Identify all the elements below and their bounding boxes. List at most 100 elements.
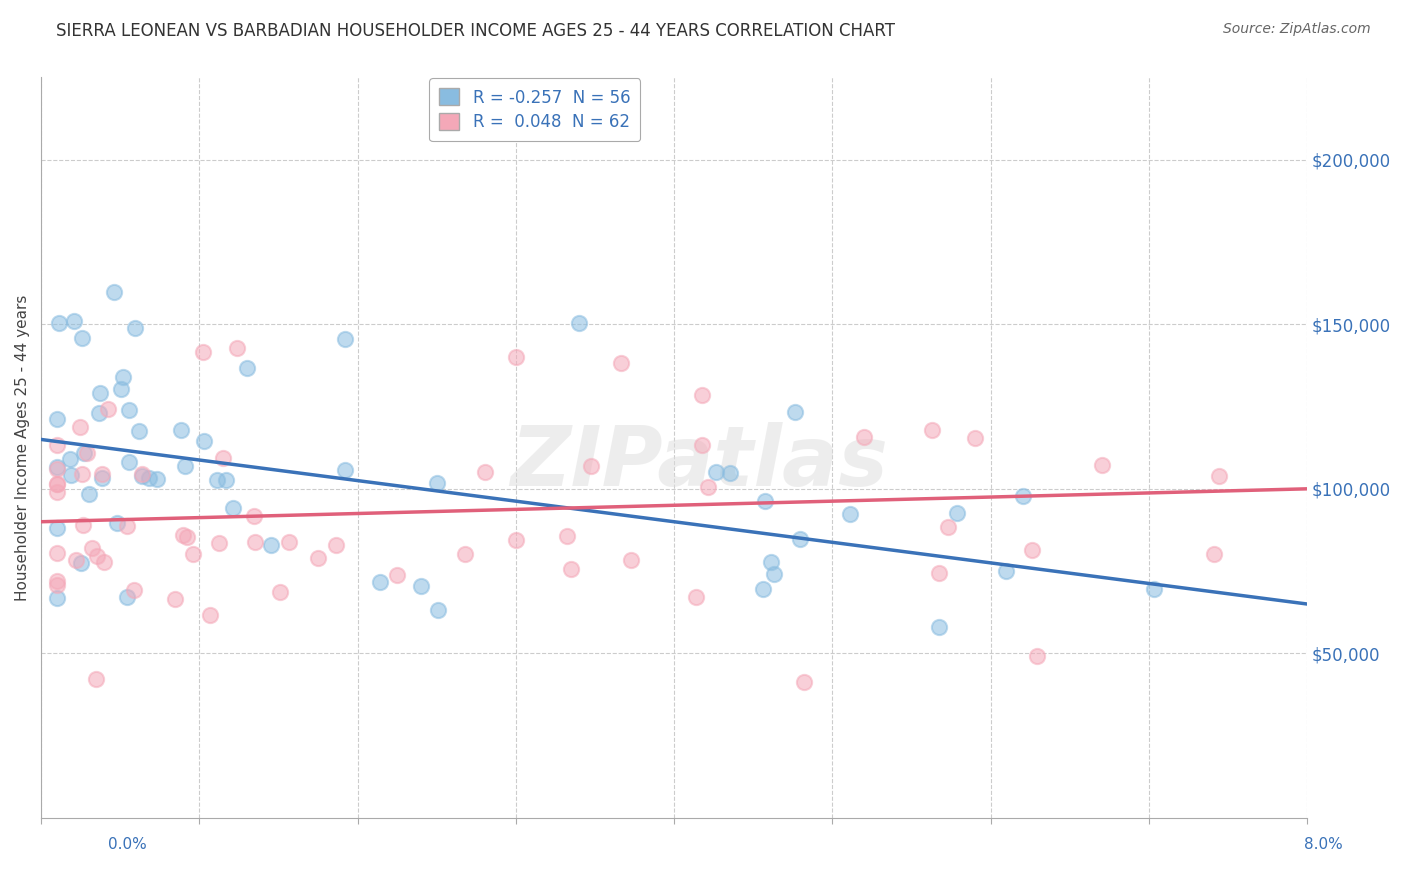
Point xyxy=(90,471,112,485)
Point xyxy=(426,475,449,490)
Point xyxy=(103,285,125,299)
Point xyxy=(333,463,356,477)
Point xyxy=(48,317,70,331)
Point xyxy=(105,516,128,530)
Point xyxy=(212,451,235,466)
Point xyxy=(115,519,138,533)
Point xyxy=(72,518,94,533)
Point xyxy=(325,538,347,552)
Point xyxy=(110,382,132,396)
Point xyxy=(70,331,93,345)
Point xyxy=(1021,542,1043,557)
Legend: R = -0.257  N = 56, R =  0.048  N = 62: R = -0.257 N = 56, R = 0.048 N = 62 xyxy=(429,78,640,141)
Point xyxy=(170,423,193,437)
Point xyxy=(474,465,496,479)
Point xyxy=(131,467,153,481)
Point xyxy=(236,361,259,376)
Point xyxy=(245,535,267,549)
Point xyxy=(131,468,153,483)
Point xyxy=(65,553,87,567)
Text: 8.0%: 8.0% xyxy=(1303,838,1343,852)
Point xyxy=(45,546,67,560)
Point xyxy=(783,404,806,418)
Point xyxy=(1026,648,1049,663)
Point xyxy=(426,603,449,617)
Point xyxy=(222,500,245,515)
Point xyxy=(77,487,100,501)
Point xyxy=(789,532,811,546)
Point xyxy=(45,461,67,475)
Point xyxy=(936,519,959,533)
Point xyxy=(557,529,579,543)
Y-axis label: Householder Income Ages 25 - 44 years: Householder Income Ages 25 - 44 years xyxy=(15,294,30,601)
Point xyxy=(1012,489,1035,503)
Point xyxy=(839,507,862,521)
Point xyxy=(200,607,222,622)
Point xyxy=(1208,469,1230,483)
Point xyxy=(163,591,186,606)
Point xyxy=(1091,458,1114,473)
Point xyxy=(45,438,67,452)
Point xyxy=(118,455,141,469)
Point xyxy=(793,674,815,689)
Point xyxy=(138,471,160,485)
Point xyxy=(579,459,602,474)
Point xyxy=(112,369,135,384)
Point xyxy=(269,585,291,599)
Point xyxy=(368,574,391,589)
Point xyxy=(60,467,83,482)
Point xyxy=(609,356,631,370)
Point xyxy=(205,473,228,487)
Point xyxy=(115,590,138,604)
Point xyxy=(697,480,720,494)
Point xyxy=(93,555,115,569)
Point xyxy=(193,344,215,359)
Point xyxy=(243,509,266,524)
Text: 0.0%: 0.0% xyxy=(108,838,148,852)
Point xyxy=(45,484,67,499)
Point xyxy=(759,556,782,570)
Point xyxy=(620,553,643,567)
Point xyxy=(852,430,875,444)
Point xyxy=(1202,548,1225,562)
Point xyxy=(174,458,197,473)
Point xyxy=(335,332,357,346)
Point xyxy=(921,423,943,437)
Point xyxy=(692,388,714,402)
Point xyxy=(752,582,775,596)
Point xyxy=(946,506,969,520)
Point xyxy=(45,412,67,426)
Point xyxy=(994,564,1017,578)
Point xyxy=(385,567,408,582)
Point xyxy=(454,547,477,561)
Point xyxy=(84,672,107,686)
Point xyxy=(505,350,527,364)
Point xyxy=(128,425,150,439)
Point xyxy=(73,446,96,460)
Point xyxy=(928,620,950,634)
Point xyxy=(193,434,215,448)
Point xyxy=(181,547,204,561)
Point xyxy=(718,467,741,481)
Point xyxy=(80,541,103,555)
Point xyxy=(146,472,169,486)
Point xyxy=(505,533,527,547)
Point xyxy=(1143,582,1166,596)
Point xyxy=(90,467,112,481)
Point xyxy=(568,317,591,331)
Point xyxy=(122,582,145,597)
Text: ZIPatlas: ZIPatlas xyxy=(510,422,889,503)
Point xyxy=(45,591,67,606)
Point xyxy=(87,406,110,420)
Point xyxy=(763,566,786,581)
Point xyxy=(260,538,283,552)
Point xyxy=(96,401,118,416)
Point xyxy=(118,402,141,417)
Point xyxy=(45,574,67,588)
Point xyxy=(89,386,111,401)
Point xyxy=(560,562,582,576)
Point xyxy=(754,494,776,508)
Point xyxy=(70,467,93,482)
Point xyxy=(409,579,432,593)
Point xyxy=(76,446,98,460)
